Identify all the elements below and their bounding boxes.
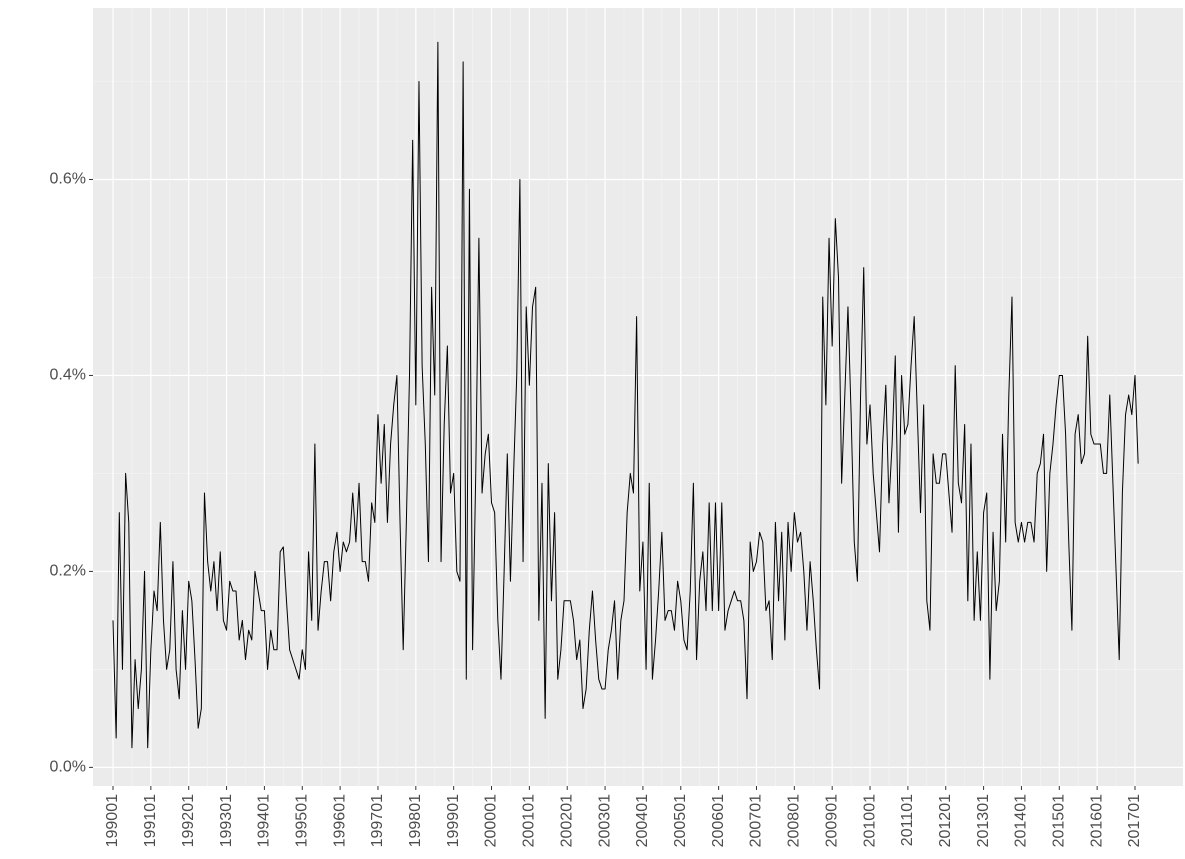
- x-tick-label: 199101: [142, 794, 159, 847]
- y-tick-label: 0.2%: [50, 563, 86, 580]
- x-tick-label: 199501: [293, 794, 310, 847]
- x-tick-label: 201301: [975, 794, 992, 847]
- x-tick-label: 199701: [369, 794, 386, 847]
- x-tick-label: 200801: [786, 794, 803, 847]
- x-tick-label: 199601: [331, 794, 348, 847]
- x-tick-label: 199401: [256, 794, 273, 847]
- y-tick-label: 0.6%: [50, 171, 86, 188]
- x-tick-label: 201201: [937, 794, 954, 847]
- x-tick-label: 200301: [596, 794, 613, 847]
- x-tick-label: 200201: [558, 794, 575, 847]
- x-tick-label: 200901: [823, 794, 840, 847]
- x-tick-label: 200601: [710, 794, 727, 847]
- x-tick-label: 199901: [445, 794, 462, 847]
- x-tick-label: 200501: [672, 794, 689, 847]
- x-tick-label: 201101: [899, 794, 916, 846]
- x-tick-label: 201501: [1051, 794, 1068, 847]
- x-tick-label: 199301: [218, 794, 235, 847]
- x-tick-label: 201401: [1013, 794, 1030, 847]
- x-tick-label: 200701: [748, 794, 765, 847]
- y-tick-label: 0.0%: [50, 759, 86, 776]
- x-tick-label: 201701: [1126, 794, 1143, 847]
- x-tick-label: 199201: [180, 794, 197, 847]
- data-line: [112, 41, 1139, 749]
- x-tick-label: 201001: [861, 794, 878, 847]
- y-tick-label: 0.4%: [50, 367, 86, 384]
- x-tick-label: 199801: [407, 794, 424, 847]
- x-tick-label: 200001: [483, 794, 500, 847]
- x-tick-label: 199001: [104, 794, 121, 847]
- x-tick-label: 201601: [1088, 794, 1105, 847]
- x-tick-label: 200101: [521, 794, 538, 847]
- x-tick-label: 200401: [634, 794, 651, 847]
